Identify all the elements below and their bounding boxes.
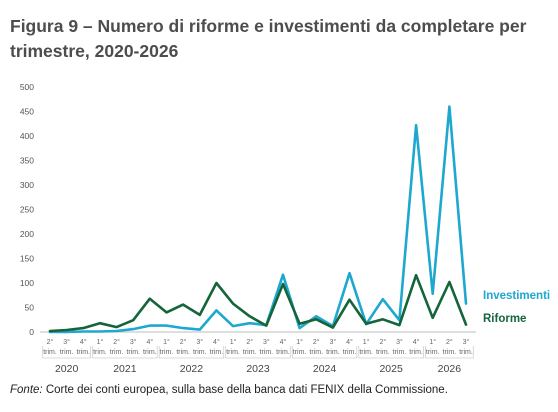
x-tick-quarter: 1°	[296, 338, 303, 346]
x-tick-quarter: 2°	[47, 338, 54, 346]
x-tick-trim: trim.	[293, 349, 307, 356]
x-tick-trim: trim.	[409, 349, 423, 356]
y-tick-label: 450	[20, 107, 34, 117]
x-axis: 2° trim. 3° trim. 4° trim. 1° trim. 2° trim. 3° tri…	[40, 331, 476, 375]
x-tick-quarter: 3°	[63, 338, 70, 346]
x-tick-trim: trim.	[260, 349, 274, 356]
x-tick-trim: trim.	[60, 349, 74, 356]
x-tick-trim: trim.	[93, 349, 107, 356]
x-tick-trim: trim.	[426, 349, 440, 356]
year-bracket	[92, 346, 158, 359]
year-label: 2020	[55, 363, 79, 375]
x-tick-trim: trim.	[276, 349, 290, 356]
x-tick-quarter: 4°	[280, 338, 287, 346]
x-tick-trim: trim.	[226, 349, 240, 356]
y-tick-label: 300	[20, 180, 34, 190]
year-bracket	[158, 346, 225, 359]
year-label: 2024	[313, 363, 337, 375]
year-label: 2022	[180, 363, 204, 375]
x-tick-trim: trim.	[309, 349, 323, 356]
x-tick-trim: trim.	[126, 349, 140, 356]
x-tick-trim: trim.	[193, 349, 207, 356]
x-tick-trim: trim.	[76, 349, 90, 356]
x-tick-trim: trim.	[343, 349, 357, 356]
x-tick-trim: trim.	[459, 349, 473, 356]
x-tick-quarter: 2°	[446, 338, 453, 346]
x-tick-trim: trim.	[43, 349, 57, 356]
x-tick-quarter: 4°	[146, 338, 153, 346]
legend-investimenti: Investimenti	[483, 290, 550, 302]
x-tick-trim: trim.	[176, 349, 190, 356]
legend: Investimenti Riforme	[483, 290, 550, 325]
x-tick-quarter: 4°	[413, 338, 420, 346]
x-tick-quarter: 1°	[363, 338, 370, 346]
series-layer	[48, 105, 468, 334]
x-tick-trim: trim.	[160, 349, 174, 356]
year-bracket	[225, 346, 291, 359]
source-label: Fonte:	[10, 384, 43, 396]
year-label: 2026	[438, 363, 462, 375]
x-tick-trim: trim.	[393, 349, 407, 356]
year-bracket	[42, 346, 91, 359]
legend-riforme: Riforme	[483, 313, 526, 325]
year-label: 2025	[379, 363, 403, 375]
y-tick-label: 150	[20, 254, 34, 264]
chart-title: Figura 9 – Numero di riforme e investime…	[10, 16, 527, 61]
x-tick-quarter: 4°	[346, 338, 353, 346]
x-tick-trim: trim.	[443, 349, 457, 356]
x-tick-quarter: 3°	[463, 338, 470, 346]
x-tick-trim: trim.	[359, 349, 373, 356]
source-text: Corte dei conti europea, sulla base dell…	[45, 384, 448, 396]
y-tick-label: 100	[20, 278, 34, 288]
x-tick-quarter: 2°	[113, 338, 120, 346]
x-tick-trim: trim.	[143, 349, 157, 356]
y-tick-label: 0	[29, 327, 34, 337]
source-note: Fonte: Corte dei conti europea, sulla ba…	[10, 384, 448, 396]
series-line-riforme	[48, 273, 468, 333]
y-tick-label: 200	[20, 229, 34, 239]
y-axis: 0 50 100 150 200 250 300 350 400 450 500	[20, 82, 34, 337]
x-tick-quarter: 4°	[80, 338, 87, 346]
x-tick-quarter: 3°	[263, 338, 270, 346]
x-tick-quarter: 3°	[396, 338, 403, 346]
year-label: 2023	[246, 363, 270, 375]
x-tick-trim: trim.	[326, 349, 340, 356]
x-tick-quarter: 1°	[163, 338, 170, 346]
y-tick-label: 250	[20, 205, 34, 215]
x-tick-quarter: 2°	[379, 338, 386, 346]
x-tick-quarter: 2°	[313, 338, 320, 346]
x-tick-quarter: 3°	[330, 338, 337, 346]
series-line-investimenti	[48, 105, 468, 334]
year-bracket	[291, 346, 358, 359]
x-tick-quarter: 1°	[97, 338, 104, 346]
x-tick-quarter: 3°	[130, 338, 137, 346]
year-bracket	[425, 346, 474, 359]
x-tick-quarter: 2°	[246, 338, 253, 346]
x-tick-quarter: 1°	[230, 338, 237, 346]
x-tick-trim: trim.	[376, 349, 390, 356]
x-tick-trim: trim.	[243, 349, 257, 356]
year-bracket	[358, 346, 424, 359]
year-label: 2021	[113, 363, 137, 375]
x-tick-trim: trim.	[210, 349, 224, 356]
x-tick-quarter: 3°	[196, 338, 203, 346]
y-tick-label: 500	[20, 82, 34, 92]
x-tick-quarter: 2°	[180, 338, 187, 346]
y-tick-label: 50	[25, 303, 35, 313]
y-tick-label: 350	[20, 156, 34, 166]
x-tick-quarter: 4°	[213, 338, 220, 346]
y-tick-label: 400	[20, 131, 34, 141]
x-tick-quarter: 1°	[429, 338, 436, 346]
x-tick-trim: trim.	[110, 349, 124, 356]
